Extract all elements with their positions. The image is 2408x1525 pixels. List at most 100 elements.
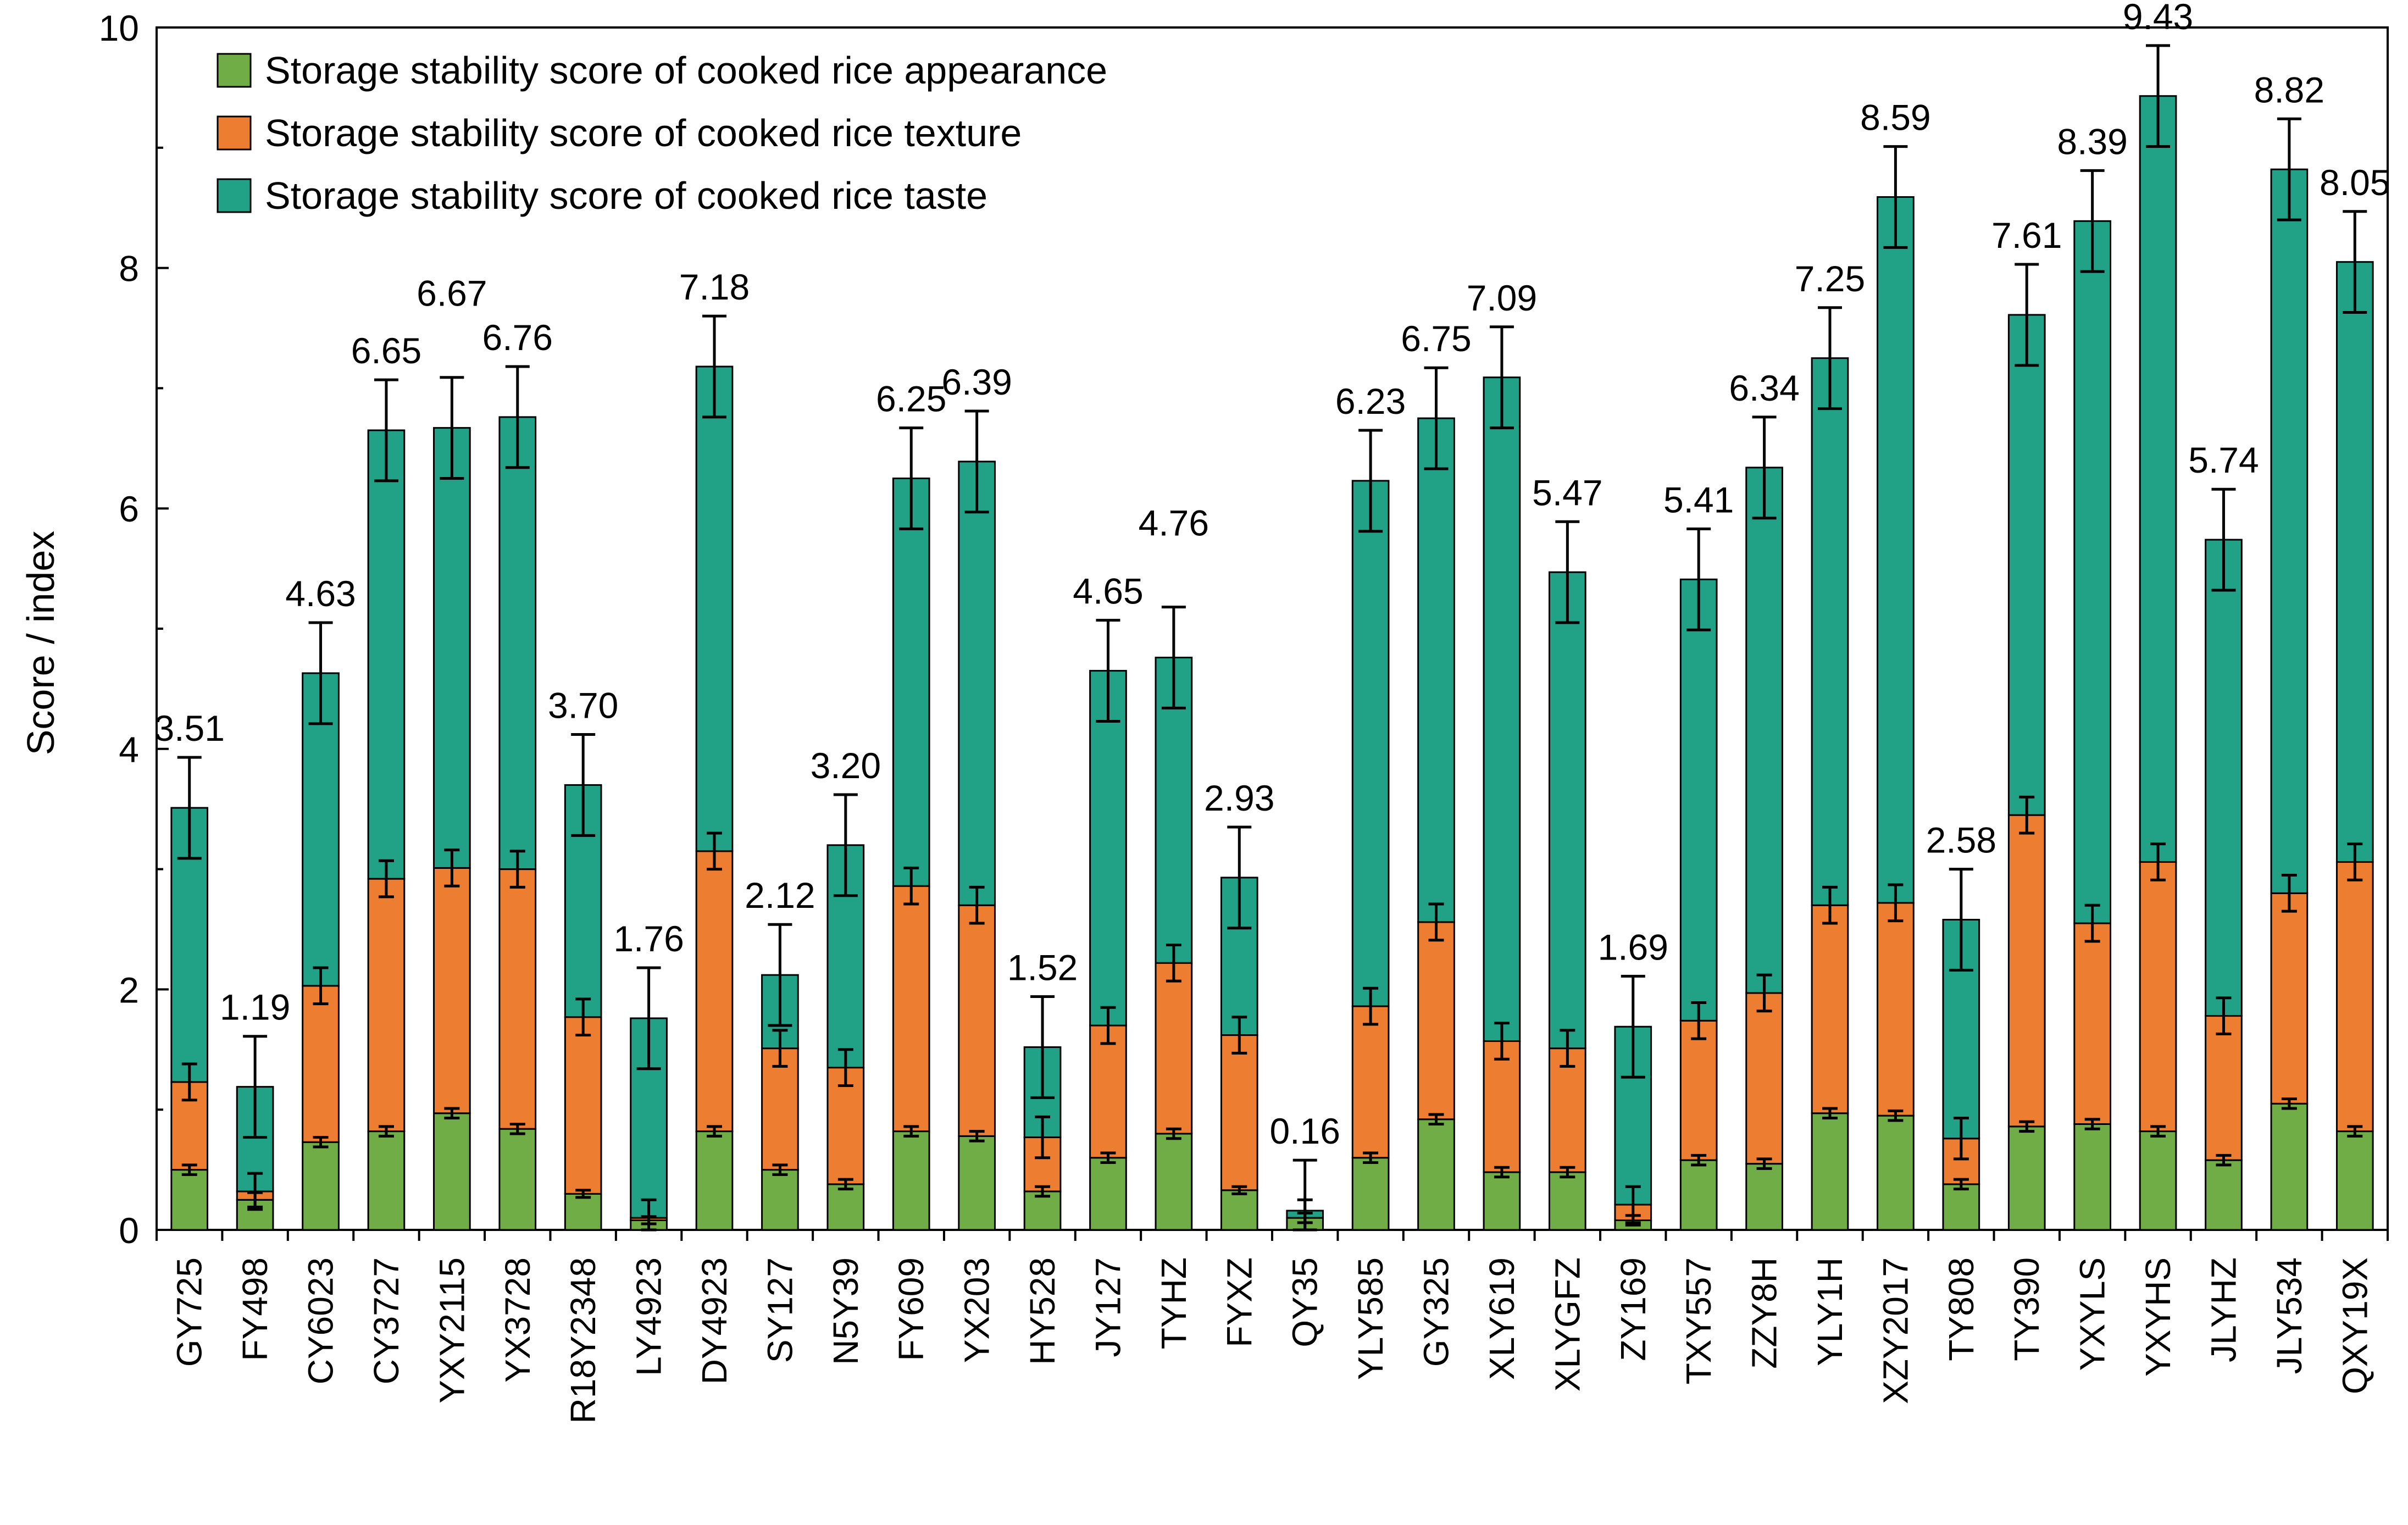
bar-texture: [761, 1047, 799, 1171]
x-tick-label: TY390: [2007, 1257, 2046, 1361]
bar-texture: [1679, 1019, 1718, 1161]
y-tick-label: 10: [99, 8, 139, 48]
x-tick-label: JY127: [1088, 1257, 1128, 1357]
bar-appearance: [1155, 1133, 1193, 1231]
bar-taste: [695, 365, 734, 852]
legend: Storage stability score of cooked rice a…: [217, 49, 1107, 217]
total-label: 7.09: [1467, 278, 1537, 318]
bar-texture: [2270, 892, 2309, 1105]
bar-taste: [2007, 314, 2046, 816]
x-tick-label: FYXZ: [1219, 1257, 1259, 1347]
bar-texture: [2007, 814, 2046, 1128]
bar-appearance: [2205, 1159, 2243, 1231]
bar-appearance: [433, 1112, 471, 1231]
bar-appearance: [1483, 1171, 1521, 1231]
bar-taste: [1089, 670, 1127, 1027]
total-label: 9.43: [2123, 0, 2193, 37]
bar-texture: [302, 985, 340, 1143]
bar-appearance: [826, 1183, 865, 1231]
x-tick-label: FY498: [235, 1257, 275, 1361]
x-tick-label: XLY619: [1482, 1257, 1522, 1380]
total-label: 6.39: [941, 362, 1012, 402]
bar-taste: [1417, 417, 1455, 923]
category-labels: GY725 FY498 CY6023 CY3727 YXY2115 YX3728 R18Y2…: [170, 1257, 2375, 1423]
x-tick-label: JLYHZ: [2204, 1257, 2243, 1362]
x-tick-label: YXY2115: [432, 1257, 471, 1404]
bar-appearance: [958, 1135, 996, 1231]
bar-appearance: [2007, 1125, 2046, 1231]
bar-appearance: [1549, 1171, 1586, 1231]
total-label: 2.58: [1926, 820, 1996, 861]
bar-appearance: [1942, 1183, 1980, 1231]
bar-taste: [2270, 168, 2309, 894]
bar-texture: [1089, 1024, 1127, 1159]
x-tick-label: YXYHS: [2138, 1257, 2178, 1377]
x-tick-label: TXY557: [1679, 1257, 1718, 1384]
x-tick-label: QY35: [1285, 1257, 1325, 1347]
error-bars: [177, 44, 2367, 1232]
x-tick-label: QXY19X: [2335, 1257, 2374, 1394]
bar-texture: [1811, 904, 1849, 1114]
bar-taste: [1549, 571, 1586, 1050]
legend-swatch-texture: [217, 115, 252, 151]
bar-appearance: [1089, 1157, 1127, 1231]
bar-texture: [958, 904, 996, 1137]
x-tick-label: N5Y39: [826, 1257, 865, 1365]
total-label: 6.67: [417, 273, 487, 314]
bar-taste: [892, 478, 930, 887]
bar-texture: [1220, 1034, 1258, 1191]
bar-appearance: [1351, 1157, 1390, 1231]
total-label: 6.34: [1729, 368, 1799, 408]
y-tick-label: 0: [119, 1210, 139, 1251]
y-tick-label: 6: [119, 489, 139, 529]
bar-appearance: [498, 1128, 537, 1231]
x-tick-label: TY808: [1941, 1257, 1981, 1361]
y-tick-label: 8: [119, 248, 139, 289]
total-label: 4.76: [1139, 503, 1209, 544]
x-tick-label: JLY534: [2270, 1257, 2309, 1374]
bar-appearance: [1679, 1159, 1718, 1231]
total-label: 6.65: [351, 330, 421, 371]
total-label: 6.75: [1401, 318, 1471, 359]
total-label: 4.63: [285, 573, 356, 614]
bar-texture: [1351, 1005, 1390, 1159]
y-tick-label: 4: [119, 729, 139, 770]
bar-taste: [1679, 578, 1718, 1022]
y-tick-label: 2: [119, 969, 139, 1010]
total-label: 6.76: [482, 317, 553, 358]
bar-appearance: [1417, 1118, 1455, 1231]
total-label: 4.65: [1073, 571, 1143, 612]
bar-appearance: [2139, 1130, 2177, 1231]
bar-taste: [2335, 261, 2374, 863]
total-label: 8.39: [2057, 121, 2127, 162]
x-tick-label: GY325: [1417, 1257, 1456, 1367]
total-label: 1.19: [220, 987, 290, 1028]
bar-taste: [367, 429, 406, 880]
bar-appearance: [367, 1130, 406, 1231]
bar-appearance: [2335, 1130, 2374, 1231]
bar-texture: [2335, 861, 2374, 1133]
bar-texture: [1877, 902, 1915, 1117]
total-label: 7.25: [1795, 258, 1865, 299]
total-label: 7.18: [679, 267, 750, 307]
bar-appearance: [1745, 1163, 1783, 1231]
x-tick-label: CY3727: [367, 1257, 406, 1384]
legend-swatch-appearance: [217, 53, 252, 88]
bar-appearance: [1877, 1114, 1915, 1231]
total-label: 1.52: [1007, 947, 1078, 988]
bar-texture: [892, 885, 930, 1133]
bar-appearance: [2270, 1102, 2309, 1231]
bar-texture: [2205, 1015, 2243, 1161]
total-label: 3.70: [548, 685, 618, 726]
x-tick-label: TYHZ: [1154, 1257, 1194, 1349]
bar-appearance: [1220, 1189, 1258, 1231]
bar-taste: [1614, 1025, 1652, 1206]
total-label: 5.41: [1663, 479, 1734, 520]
x-tick-label: YX3728: [498, 1257, 537, 1383]
x-tick-label: YLY1H: [1810, 1257, 1850, 1366]
bar-texture: [1155, 962, 1193, 1135]
total-label: 0.16: [1269, 1111, 1340, 1151]
bar-taste: [2073, 220, 2111, 924]
bar-texture: [367, 878, 406, 1133]
bar-taste: [1483, 376, 1521, 1042]
